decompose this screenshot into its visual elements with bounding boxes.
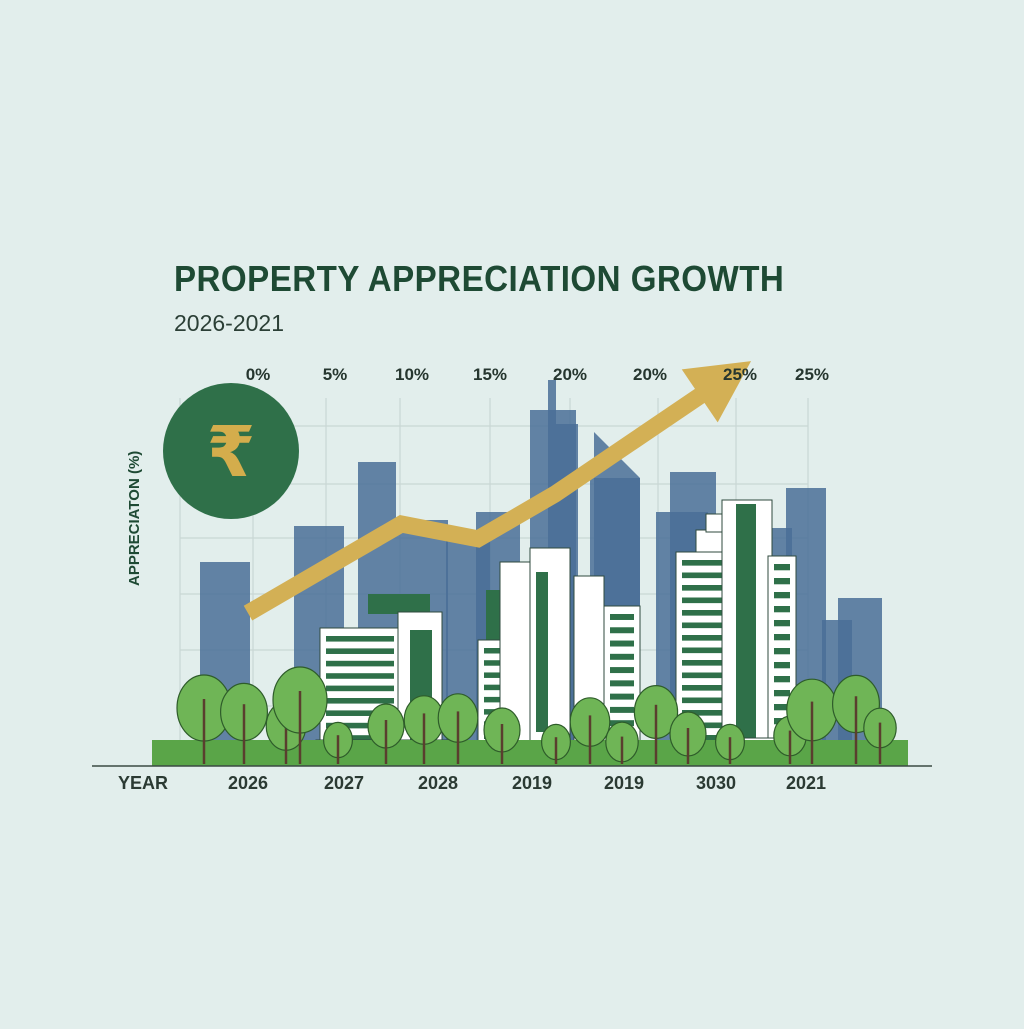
x-tick-label: 2028 [418,773,458,793]
rupee-icon: ₹ [163,383,299,519]
top-tick-labels: 0% 5% 10% 15% 20% 20% 25% 25% [246,365,829,384]
x-tick-label: 3030 [696,773,736,793]
building-window [610,641,634,647]
top-tick-label: 10% [395,365,429,384]
building-window [774,634,790,640]
building-roof [368,594,430,614]
building-window [326,686,394,692]
top-tick-label: 15% [473,365,507,384]
y-axis-label: APPRECIATON (%) [126,451,143,586]
x-tick-label: 2027 [324,773,364,793]
building-window [326,673,394,679]
svg-text:₹: ₹ [207,411,256,493]
building-window [774,606,790,612]
building-window [774,676,790,682]
top-tick-label: 20% [553,365,587,384]
building-window [774,592,790,598]
building-window [610,694,634,700]
building-column [536,572,548,732]
x-axis-label: YEAR [118,773,168,793]
building-window [610,627,634,633]
chart-subtitle: 2026-2021 [174,310,284,337]
top-tick-label: 20% [633,365,667,384]
x-tick-label: 2019 [604,773,644,793]
x-tick-label: 2019 [512,773,552,793]
building-window [610,654,634,660]
top-tick-label: 0% [246,365,271,384]
building-window [326,636,394,642]
building-window [774,564,790,570]
top-tick-label: 5% [323,365,348,384]
building-window [774,578,790,584]
building-window [774,620,790,626]
building-window [326,648,394,654]
x-tick-label: 2021 [786,773,826,793]
top-tick-label: 25% [723,365,757,384]
building-window [610,680,634,686]
x-tick-labels: 2026 2027 2028 2019 2019 3030 2021 [228,773,826,793]
x-tick-label: 2026 [228,773,268,793]
top-tick-label: 25% [795,365,829,384]
building-column [736,504,756,752]
chart-title: PROPERTY APPRECIATION GROWTH [174,258,784,300]
building-window [774,690,790,696]
building-window [610,667,634,673]
building-window [774,662,790,668]
building-window [610,614,634,620]
building-window [326,661,394,667]
building-window [326,698,394,704]
building-window [774,648,790,654]
building-window [610,707,634,713]
